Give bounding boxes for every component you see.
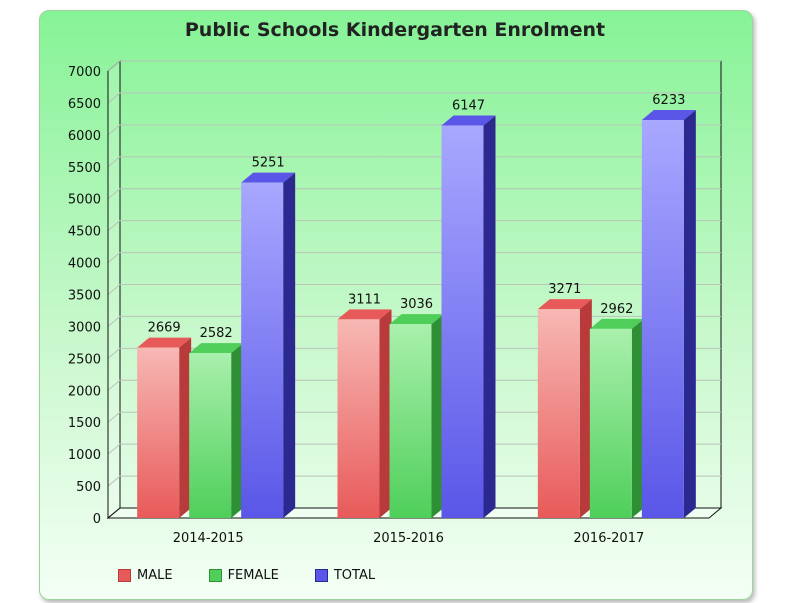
bar-top xyxy=(189,343,244,354)
bar-side xyxy=(231,343,244,518)
legend-item: MALE xyxy=(118,566,173,584)
y-tick-label: 1500 xyxy=(68,416,101,431)
gridline xyxy=(107,475,721,487)
bar-top xyxy=(389,314,444,325)
gridline xyxy=(107,220,721,232)
bar-side xyxy=(283,172,296,518)
bar-side xyxy=(631,318,644,518)
bar-top xyxy=(337,309,392,320)
legend-label: TOTAL xyxy=(333,567,376,583)
bar-front xyxy=(537,309,580,518)
bar-side xyxy=(579,299,592,518)
bar xyxy=(189,343,244,518)
legend-item: FEMALE xyxy=(208,566,279,584)
x-tick-label: 2015-2016 xyxy=(373,531,444,546)
bar-front xyxy=(137,347,180,518)
bar-top xyxy=(589,318,644,329)
y-tick-label: 500 xyxy=(76,480,101,495)
data-label: 6233 xyxy=(652,93,685,108)
x-tick-label: 2014-2015 xyxy=(173,531,244,546)
bar-front xyxy=(337,319,380,518)
data-label: 2669 xyxy=(148,321,181,336)
gridline xyxy=(107,252,721,263)
y-tick-label: 2000 xyxy=(68,384,101,399)
data-label: 2962 xyxy=(600,302,633,317)
bar xyxy=(641,109,696,519)
y-tick-label: 3000 xyxy=(68,320,101,335)
gridline xyxy=(107,443,721,455)
gridline xyxy=(107,379,721,391)
bar-front xyxy=(441,125,484,518)
legend-label: FEMALE xyxy=(227,567,279,583)
bar-top xyxy=(441,115,496,126)
bar-top xyxy=(241,172,296,183)
bar xyxy=(441,115,496,518)
bar-side xyxy=(683,109,696,519)
data-label: 3111 xyxy=(348,292,381,307)
gridline xyxy=(107,284,721,295)
bar-front xyxy=(641,119,684,519)
gridline xyxy=(107,60,721,72)
bar-top xyxy=(641,109,696,120)
chart-title: Public Schools Kindergarten Enrolment xyxy=(184,19,606,41)
bar-top xyxy=(537,299,592,310)
gridline xyxy=(107,315,721,327)
data-label: 2582 xyxy=(200,326,233,341)
gridline xyxy=(107,188,721,200)
bar xyxy=(589,318,644,518)
bar xyxy=(389,314,444,518)
legend-item: TOTAL xyxy=(314,566,376,584)
y-tick-label: 2500 xyxy=(68,352,101,367)
bar-front xyxy=(589,328,632,518)
bar-side xyxy=(179,337,192,518)
y-tick-label: 6000 xyxy=(68,129,101,144)
gridline xyxy=(107,92,721,104)
x-tick-label: 2016-2017 xyxy=(573,531,644,546)
y-tick-label: 5000 xyxy=(68,193,101,208)
y-tick-label: 5500 xyxy=(68,161,101,176)
y-tick-label: 4000 xyxy=(68,257,101,272)
data-label: 3036 xyxy=(400,297,433,312)
bar xyxy=(241,172,296,518)
bar-front xyxy=(389,324,432,518)
legend-label: MALE xyxy=(137,567,173,583)
bar xyxy=(337,309,392,518)
data-label: 3271 xyxy=(548,282,581,297)
data-label: 5251 xyxy=(252,156,285,171)
gridline xyxy=(107,124,721,136)
gridline xyxy=(107,156,721,168)
data-label: 6147 xyxy=(452,98,485,113)
legend-swatch xyxy=(118,568,131,582)
y-tick-label: 7000 xyxy=(68,65,101,80)
bar-side xyxy=(431,314,444,518)
y-tick-label: 4500 xyxy=(68,225,101,240)
y-tick-label: 1000 xyxy=(68,448,101,463)
bar-front xyxy=(189,353,232,518)
y-tick-label: 0 xyxy=(93,512,101,527)
bar xyxy=(537,299,592,518)
bar-side xyxy=(483,115,496,518)
gridline xyxy=(107,411,721,423)
bar xyxy=(137,337,192,518)
y-tick-label: 6500 xyxy=(68,97,101,112)
bar-front xyxy=(241,182,284,518)
y-tick-label: 3500 xyxy=(68,289,101,304)
bar-side xyxy=(379,309,392,518)
bar-top xyxy=(137,337,192,348)
legend-swatch xyxy=(314,568,328,582)
chart-legend: MALE FEMALE TOTAL xyxy=(118,566,375,584)
legend-swatch xyxy=(208,568,222,582)
gridline xyxy=(107,347,721,359)
